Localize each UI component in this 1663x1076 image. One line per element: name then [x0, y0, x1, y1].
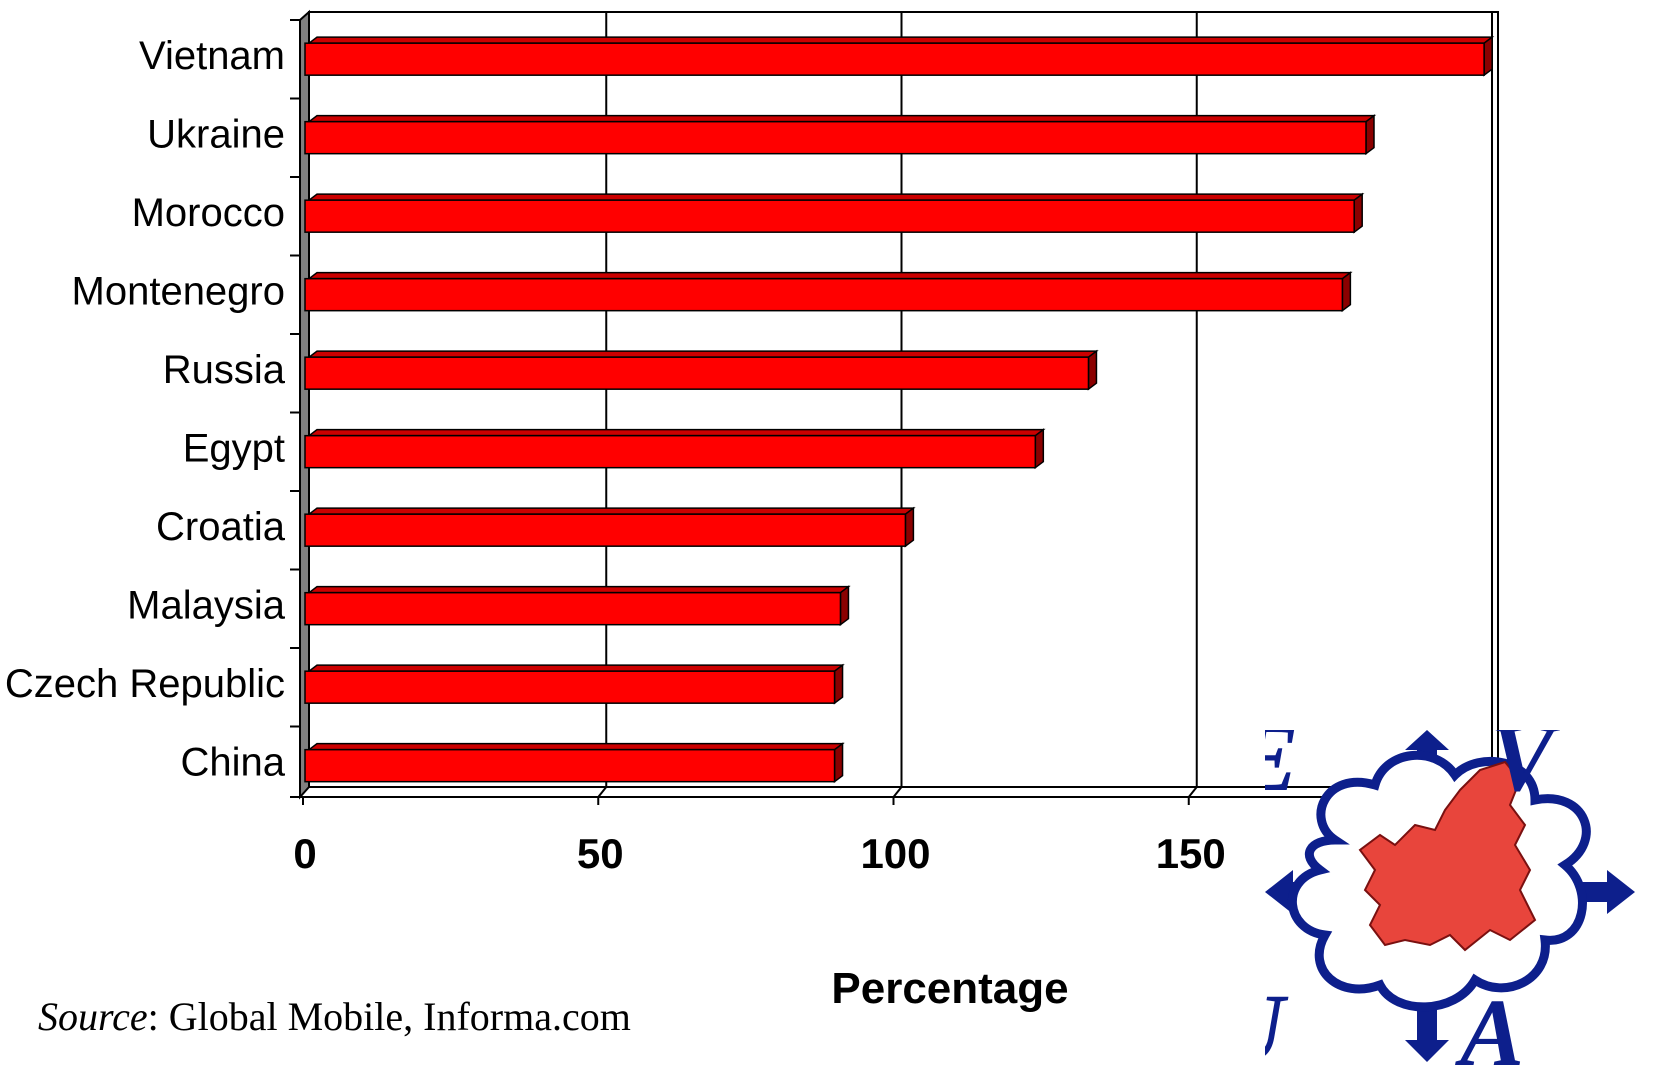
bar: [304, 748, 836, 783]
bar-side-face: [833, 663, 844, 705]
bars: [304, 35, 1495, 784]
bar-top-face: [306, 664, 845, 672]
bar-side-face: [1365, 114, 1375, 156]
bar-top-face: [306, 193, 1365, 201]
x-tick-label: 50: [577, 830, 624, 877]
bar: [304, 591, 842, 626]
bar: [304, 434, 1037, 469]
gridline-floor: [892, 786, 903, 798]
source-label: Source: [38, 994, 148, 1039]
category-label: Czech Republic: [5, 662, 285, 706]
x-tick-label: 0: [293, 830, 316, 877]
europe-map-icon: [1358, 760, 1537, 952]
category-label: Ukraine: [147, 113, 285, 157]
bar: [304, 42, 1485, 76]
bar-top-face: [306, 585, 851, 594]
gridline-floor: [597, 786, 608, 798]
category-label: Morocco: [132, 191, 285, 235]
bar-top-face: [306, 428, 1046, 437]
bar-side-face: [1353, 192, 1363, 234]
bar-side-face: [1087, 349, 1098, 391]
gridline-floor: [1187, 786, 1198, 798]
bar: [304, 120, 1367, 155]
category-label: Russia: [163, 348, 286, 392]
bar-top-face: [306, 114, 1377, 123]
compass-arrows-icon: [1265, 730, 1635, 1062]
bar-side-face: [904, 506, 915, 548]
bar-side-face: [1341, 271, 1352, 313]
bar: [304, 670, 836, 704]
bar-top-face: [306, 271, 1353, 280]
logo-letter-a: A: [1455, 979, 1524, 1076]
category-labels: Vietnam Ukraine Morocco Montenegro Russia Egy…: [5, 19, 300, 798]
category-label: Vietnam: [139, 34, 285, 78]
bar-top-face: [306, 36, 1495, 44]
bar-top-face: [306, 350, 1099, 358]
source-note: Source: Global Mobile, Informa.com: [38, 993, 631, 1040]
bar: [304, 356, 1090, 390]
logo-letter-u: U: [1265, 974, 1289, 1076]
bar-side-face: [1034, 428, 1045, 470]
category-label: Montenegro: [72, 270, 285, 314]
bar: [304, 199, 1355, 233]
euva-logo: E V U A: [1265, 730, 1635, 1076]
bar-side-face: [839, 585, 850, 627]
bar-top-face: [306, 507, 916, 515]
bar: [304, 277, 1344, 312]
category-label: China: [180, 741, 285, 785]
x-tick-label: 100: [860, 830, 930, 877]
bar-side-face: [833, 742, 844, 784]
source-text: : Global Mobile, Informa.com: [147, 994, 631, 1039]
logo-letter-v: V: [1490, 730, 1561, 811]
category-label: Croatia: [156, 505, 286, 549]
bar-side-face: [1483, 35, 1493, 77]
logo-letter-e: E: [1265, 730, 1299, 811]
bar-top-face: [306, 742, 845, 751]
x-axis-title: Percentage: [831, 964, 1068, 1013]
bar: [304, 513, 907, 547]
category-label: Malaysia: [127, 584, 286, 628]
category-label: Egypt: [183, 427, 285, 471]
x-tick-label: 150: [1156, 830, 1226, 877]
